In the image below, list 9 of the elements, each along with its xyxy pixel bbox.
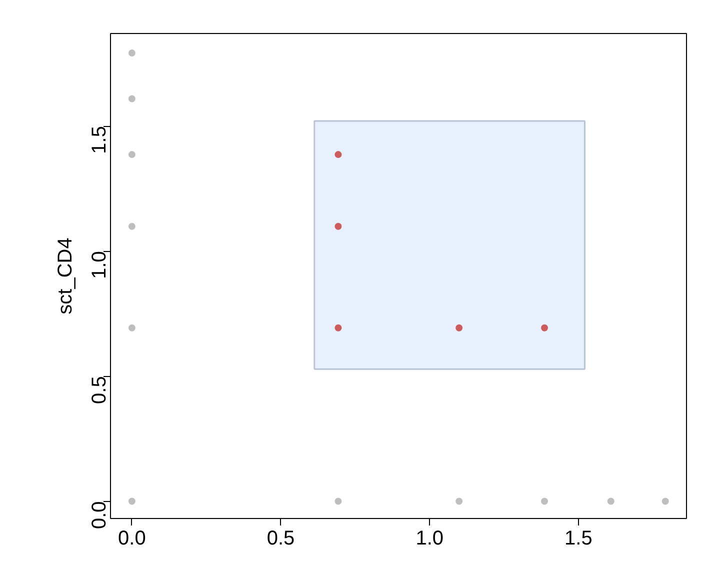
y-tick-label: 0.5 [88, 376, 110, 404]
x-tick-label: 0.0 [118, 528, 146, 550]
x-tick-label: 1.0 [416, 528, 444, 550]
x-tick-label: 1.5 [564, 528, 592, 550]
y-tick-label: 1.0 [88, 251, 110, 279]
y-tick-label: 1.5 [88, 126, 110, 154]
x-tick-label: 0.5 [266, 528, 295, 550]
y-axis-title: sct_CD4 [54, 238, 76, 314]
y-tick-label: 0.0 [88, 501, 110, 530]
